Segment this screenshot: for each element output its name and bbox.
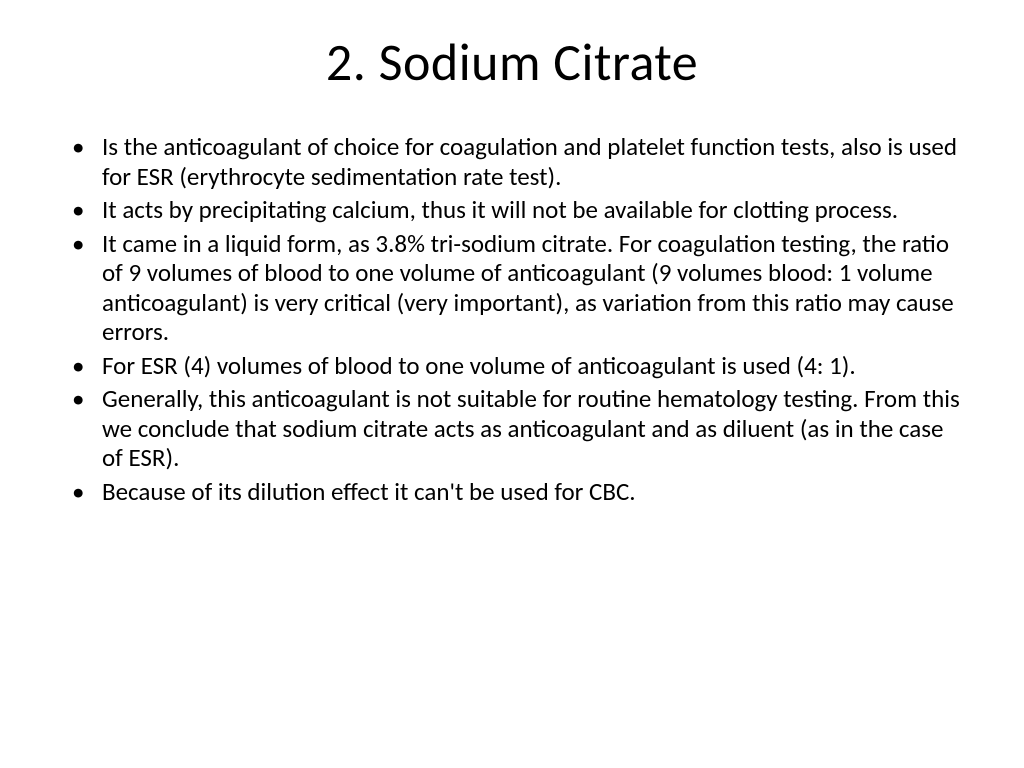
list-item: Because of its dilution effect it can't … xyxy=(60,477,964,507)
list-item: For ESR (4) volumes of blood to one volu… xyxy=(60,351,964,381)
slide-title: 2. Sodium Citrate xyxy=(60,30,964,94)
bullet-list: Is the anticoagulant of choice for coagu… xyxy=(60,132,964,506)
list-item: Generally, this anticoagulant is not sui… xyxy=(60,384,964,473)
list-item: It came in a liquid form, as 3.8% tri-so… xyxy=(60,229,964,347)
slide: 2. Sodium Citrate Is the anticoagulant o… xyxy=(0,0,1024,768)
list-item: Is the anticoagulant of choice for coagu… xyxy=(60,132,964,191)
list-item: It acts by precipitating calcium, thus i… xyxy=(60,195,964,225)
